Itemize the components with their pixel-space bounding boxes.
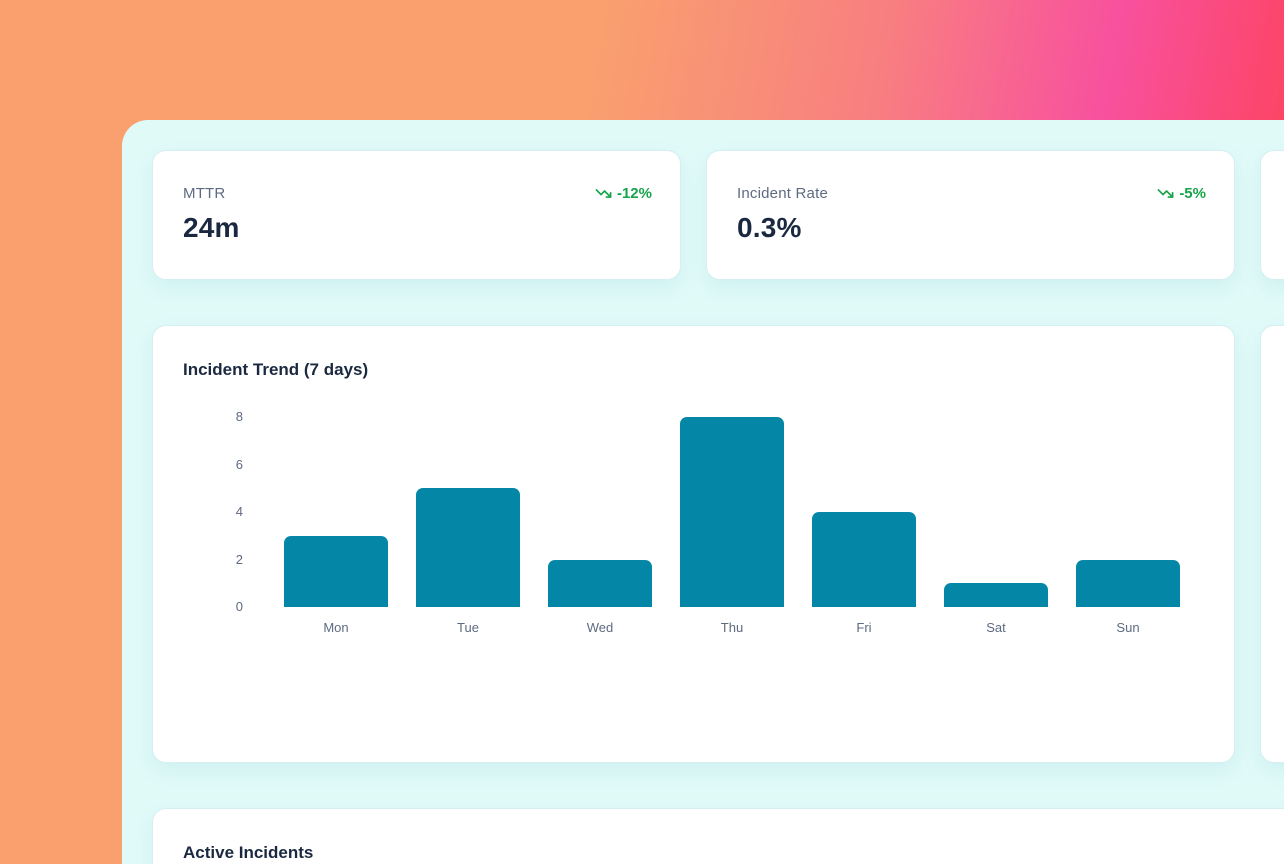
y-tick-label: 6 — [235, 456, 243, 472]
active-incidents-card: Active Incidents — [152, 808, 1284, 864]
charts-row: Incident Trend (7 days) 0 2 4 6 8 Mon Tue Wed T… — [152, 325, 1284, 763]
chart-bar-slot — [930, 417, 1062, 607]
x-tick-label: Sat — [986, 620, 1006, 635]
y-tick-label: 4 — [235, 504, 243, 519]
x-tick-label: Sun — [1116, 620, 1140, 635]
chart-plot: Mon Tue Wed Thu Fri Sat Sun — [270, 417, 1194, 635]
trend-value: -12% — [616, 185, 652, 202]
chart-x-labels: Mon Tue Wed Thu Fri Sat Sun — [270, 620, 1194, 635]
x-tick-label: Mon — [323, 620, 349, 635]
chart-bar-slot — [798, 417, 930, 607]
chart-bar-tue — [416, 488, 520, 607]
active-incidents-title: Active Incidents — [183, 843, 314, 862]
trending-down-icon — [1157, 185, 1174, 202]
x-tick-label: Thu — [720, 620, 744, 635]
x-tick-label: Wed — [586, 620, 614, 635]
dashboard-panel: MTTR -12% 24m Incident Ra — [122, 120, 1284, 864]
chart-bar-slot — [666, 417, 798, 607]
side-card-clipped — [1260, 325, 1284, 763]
y-tick-label: 8 — [235, 409, 243, 424]
chart-title: Incident Trend (7 days) — [183, 360, 369, 379]
incidents-row: Active Incidents — [152, 808, 1284, 864]
incident-trend-card: Incident Trend (7 days) 0 2 4 6 8 Mon Tue Wed T… — [152, 325, 1235, 763]
chart-bar-slot — [534, 417, 666, 607]
chart-bar-slot — [1062, 417, 1194, 607]
trending-down-icon — [595, 185, 612, 202]
chart-bar-wed — [548, 559, 652, 607]
chart-bar-sun — [1076, 559, 1180, 607]
chart-bar-slot — [270, 417, 402, 607]
stats-row: MTTR -12% 24m Incident Ra — [152, 150, 1284, 280]
trend-badge: -12% — [595, 185, 652, 202]
chart-bar-sat — [944, 583, 1048, 607]
x-tick-label: Fri — [856, 620, 872, 635]
stat-label: Incident Rate — [737, 185, 828, 202]
bar-chart: 0 2 4 6 8 Mon Tue Wed Thu Fri Sat Sun — [183, 409, 1234, 635]
stat-card-incident-rate: Incident Rate -5% 0.3% — [706, 150, 1235, 280]
chart-bar-fri — [812, 512, 916, 607]
chart-bar-slot — [402, 417, 534, 607]
stat-label: MTTR — [183, 185, 226, 202]
trend-value: -5% — [1179, 185, 1206, 202]
stat-card-mttr: MTTR -12% 24m — [152, 150, 681, 280]
stat-value: 24m — [183, 212, 240, 243]
stat-value: 0.3% — [737, 212, 802, 243]
dashboard-grid: MTTR -12% 24m Incident Ra — [152, 150, 1284, 864]
chart-y-axis: 0 2 4 6 8 — [183, 409, 243, 614]
chart-bar-mon — [284, 535, 388, 607]
trend-badge: -5% — [1157, 185, 1206, 202]
x-tick-label: Tue — [457, 620, 479, 635]
stat-card-clipped — [1260, 150, 1284, 280]
y-tick-label: 0 — [235, 599, 243, 614]
chart-bar-thu — [680, 417, 784, 607]
chart-bars — [270, 417, 1194, 607]
y-tick-label: 2 — [235, 551, 243, 567]
